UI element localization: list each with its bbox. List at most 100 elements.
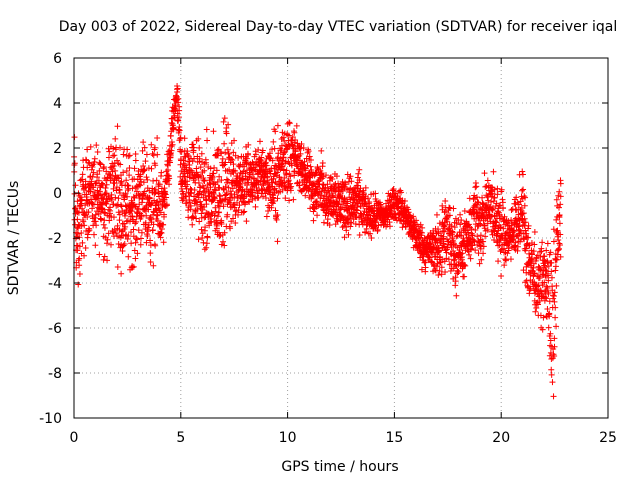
- data-point: [311, 172, 318, 179]
- data-point: [290, 196, 297, 203]
- data-point: [302, 192, 309, 199]
- data-point: [507, 256, 514, 263]
- data-point: [117, 161, 124, 168]
- data-point: [545, 263, 552, 270]
- data-point: [131, 247, 138, 254]
- data-point: [352, 221, 359, 228]
- data-point: [555, 204, 562, 211]
- data-point: [182, 193, 189, 200]
- data-point: [221, 115, 228, 122]
- data-point: [263, 213, 270, 220]
- data-point: [143, 174, 150, 181]
- data-point: [297, 150, 304, 157]
- data-point: [447, 268, 454, 275]
- data-point: [100, 165, 107, 172]
- data-point: [268, 204, 275, 211]
- data-point: [429, 249, 436, 256]
- data-point: [189, 221, 196, 228]
- data-point: [107, 241, 114, 248]
- data-point: [215, 209, 222, 216]
- data-point: [519, 210, 526, 217]
- data-point: [194, 206, 201, 213]
- data-point: [431, 262, 438, 269]
- data-point: [337, 191, 344, 198]
- data-point: [249, 189, 256, 196]
- data-point: [214, 213, 221, 220]
- data-point: [203, 244, 210, 251]
- data-point: [76, 234, 83, 241]
- data-point: [531, 271, 538, 278]
- data-point: [401, 198, 408, 205]
- data-point: [164, 166, 171, 173]
- data-point: [143, 239, 150, 246]
- data-point: [144, 176, 151, 183]
- data-point: [322, 184, 329, 191]
- data-point: [517, 238, 524, 245]
- data-point: [131, 165, 138, 172]
- data-point: [203, 126, 210, 133]
- data-point: [229, 156, 236, 163]
- data-point: [330, 194, 337, 201]
- data-point: [191, 155, 198, 162]
- data-point: [314, 165, 321, 172]
- data-point: [458, 217, 465, 224]
- data-point: [208, 209, 215, 216]
- data-point: [222, 149, 229, 156]
- data-point: [104, 236, 111, 243]
- data-point: [126, 165, 133, 172]
- data-point: [477, 242, 484, 249]
- data-point: [216, 233, 223, 240]
- data-point: [505, 245, 512, 252]
- data-point: [96, 251, 103, 258]
- data-point: [498, 186, 505, 193]
- data-point: [356, 177, 363, 184]
- data-point: [208, 215, 215, 222]
- data-point: [78, 196, 85, 203]
- data-point: [521, 193, 528, 200]
- data-point: [292, 137, 299, 144]
- data-point: [90, 169, 97, 176]
- data-point: [356, 232, 363, 239]
- data-point: [422, 259, 429, 266]
- data-point: [453, 220, 460, 227]
- y-tick-label: 6: [53, 51, 62, 67]
- data-point: [477, 245, 484, 252]
- data-point: [318, 188, 325, 195]
- data-point: [147, 259, 154, 266]
- data-point: [100, 221, 107, 228]
- data-point: [123, 177, 130, 184]
- data-point: [371, 223, 378, 230]
- data-point: [267, 187, 274, 194]
- data-point: [177, 134, 184, 141]
- data-point: [469, 242, 476, 249]
- data-point: [75, 225, 82, 232]
- data-point: [256, 138, 263, 145]
- data-point: [510, 233, 517, 240]
- data-point: [95, 204, 102, 211]
- data-point: [457, 221, 464, 228]
- data-point: [109, 168, 116, 175]
- data-point: [96, 188, 103, 195]
- data-point: [513, 194, 520, 201]
- data-point: [120, 169, 127, 176]
- data-point: [171, 114, 178, 121]
- data-point: [145, 165, 152, 172]
- data-point: [531, 270, 538, 277]
- data-point: [195, 236, 202, 243]
- data-point: [448, 223, 455, 230]
- y-tick-label: -2: [48, 231, 62, 247]
- data-point: [71, 190, 78, 197]
- data-point: [456, 232, 463, 239]
- data-point: [545, 277, 552, 284]
- data-point: [493, 219, 500, 226]
- data-point: [333, 173, 340, 180]
- data-point: [433, 211, 440, 218]
- chart-title: Day 003 of 2022, Sidereal Day-to-day VTE…: [59, 19, 617, 35]
- data-point: [550, 238, 557, 245]
- data-point: [531, 229, 538, 236]
- data-point: [154, 217, 161, 224]
- data-point: [180, 157, 187, 164]
- data-point: [158, 169, 165, 176]
- data-point: [122, 212, 129, 219]
- data-point: [511, 228, 518, 235]
